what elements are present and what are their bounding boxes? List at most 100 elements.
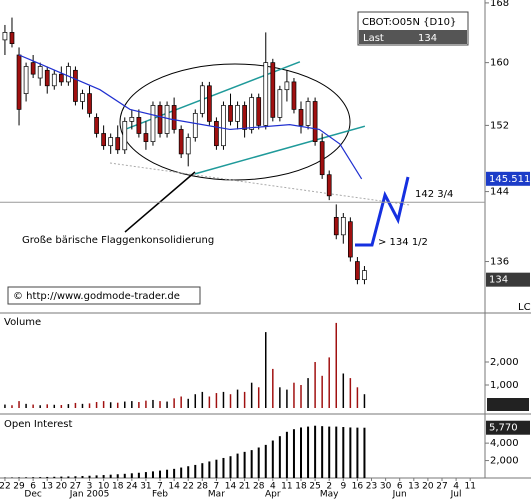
x-tick-label: 7 xyxy=(214,482,220,492)
candle-body xyxy=(305,101,311,126)
annotation: Große bärische Flaggenkonsolidierung xyxy=(22,235,214,246)
x-tick-label: 16 xyxy=(352,482,364,492)
x-tick-label: 27 xyxy=(436,482,447,492)
candle-body xyxy=(355,261,360,281)
x-tick-label: 29 xyxy=(13,482,25,492)
y-tick-label: 152 xyxy=(490,120,509,131)
candle-body xyxy=(108,137,114,147)
candle-body xyxy=(129,117,135,122)
candle-body xyxy=(44,69,50,87)
volume-last-box xyxy=(487,398,529,411)
x-tick-label: 14 xyxy=(225,482,237,492)
last-value: 134 xyxy=(418,33,437,44)
price-label: 145.511 xyxy=(489,174,530,185)
x-tick-label: 20 xyxy=(56,482,68,492)
copyright: © http://www.godmode-trader.de xyxy=(13,291,180,302)
x-tick-label: 3 xyxy=(87,482,93,492)
month-label: Jul xyxy=(450,490,462,499)
x-tick-label: 21 xyxy=(239,482,250,492)
candle-body xyxy=(80,93,85,102)
level-label: 142 3/4 xyxy=(415,189,453,200)
y-tick-label: 160 xyxy=(490,58,509,69)
candle-body xyxy=(150,105,156,142)
candle-body xyxy=(263,62,269,126)
x-tick-label: 9 xyxy=(340,482,346,492)
pattern-ellipse xyxy=(119,63,351,181)
candle-body xyxy=(157,105,163,134)
x-tick-label: 25 xyxy=(309,482,320,492)
month-label: Mar xyxy=(208,490,225,499)
candle-body xyxy=(51,73,57,87)
x-tick-label: 11 xyxy=(464,482,475,492)
month-label: Apr xyxy=(265,490,281,499)
candle-body xyxy=(319,141,325,176)
candle-body xyxy=(73,69,78,102)
x-tick-label: 28 xyxy=(197,482,209,492)
x-tick-label: 6 xyxy=(397,482,403,492)
price-label: 134 xyxy=(489,275,508,286)
y-tick-label: 4,000 xyxy=(490,438,519,449)
x-tick-label: 13 xyxy=(42,482,53,492)
trend-line xyxy=(109,162,411,206)
x-tick-label: 11 xyxy=(281,482,292,492)
y-tick-label: 2,000 xyxy=(490,456,519,467)
candle-body xyxy=(30,62,36,75)
x-tick-label: 31 xyxy=(140,482,151,492)
candle-body xyxy=(2,32,8,41)
y-tick-label: 144 xyxy=(490,187,509,198)
x-tick-label: 30 xyxy=(380,482,392,492)
candle-body xyxy=(249,97,255,130)
target-label: > 134 1/2 xyxy=(378,237,428,248)
x-tick-label: 18 xyxy=(112,482,124,492)
x-tick-label: 20 xyxy=(422,482,434,492)
channel-line xyxy=(194,125,366,175)
x-tick-label: 28 xyxy=(253,482,265,492)
month-label: Dec xyxy=(24,490,41,499)
oi-title: Open Interest xyxy=(4,419,73,430)
oi-last-box xyxy=(486,420,530,435)
candle-body xyxy=(291,81,297,110)
candle-body xyxy=(66,66,71,83)
candle-body xyxy=(270,62,276,118)
y-tick-label: 136 xyxy=(490,257,509,268)
symbol: CBOT:O05N {D10} xyxy=(362,17,456,28)
corner-label: LC xyxy=(518,302,531,313)
candle-body xyxy=(115,137,121,151)
x-tick-label: 27 xyxy=(70,482,81,492)
x-tick-label: 24 xyxy=(126,482,138,492)
x-tick-label: 7 xyxy=(157,482,163,492)
candle-body xyxy=(242,105,247,130)
candle-body xyxy=(143,133,149,142)
candle-body xyxy=(136,117,142,134)
price-label-box xyxy=(486,272,530,287)
candle-body xyxy=(362,270,367,281)
candle-body xyxy=(256,97,262,126)
y-tick-label: 168 xyxy=(490,0,509,9)
candle-body xyxy=(16,54,22,110)
candle-body xyxy=(23,66,29,94)
candle-body xyxy=(348,221,353,258)
moving-average xyxy=(18,54,363,180)
oi-last-label: 5,770 xyxy=(489,423,518,434)
candle-body xyxy=(298,109,304,126)
candle-body xyxy=(122,121,128,151)
candle-body xyxy=(94,117,99,134)
candle-body xyxy=(228,105,233,122)
candle-body xyxy=(87,93,92,114)
candle-body xyxy=(171,105,177,130)
candle-body xyxy=(164,105,170,134)
x-tick-label: 4 xyxy=(270,482,276,492)
projection-arrow xyxy=(355,176,410,247)
x-tick-label: 18 xyxy=(295,482,307,492)
candle-body xyxy=(37,66,43,79)
x-tick-label: 4 xyxy=(453,482,459,492)
price-label-box xyxy=(486,171,530,186)
candle-body xyxy=(235,105,240,122)
candle-body xyxy=(326,174,332,197)
x-tick-label: 14 xyxy=(168,482,180,492)
candle-body xyxy=(101,133,106,147)
x-tick-label: 13 xyxy=(408,482,419,492)
volume-title: Volume xyxy=(4,317,41,328)
candle-body xyxy=(178,129,184,155)
candle-body xyxy=(185,137,191,155)
